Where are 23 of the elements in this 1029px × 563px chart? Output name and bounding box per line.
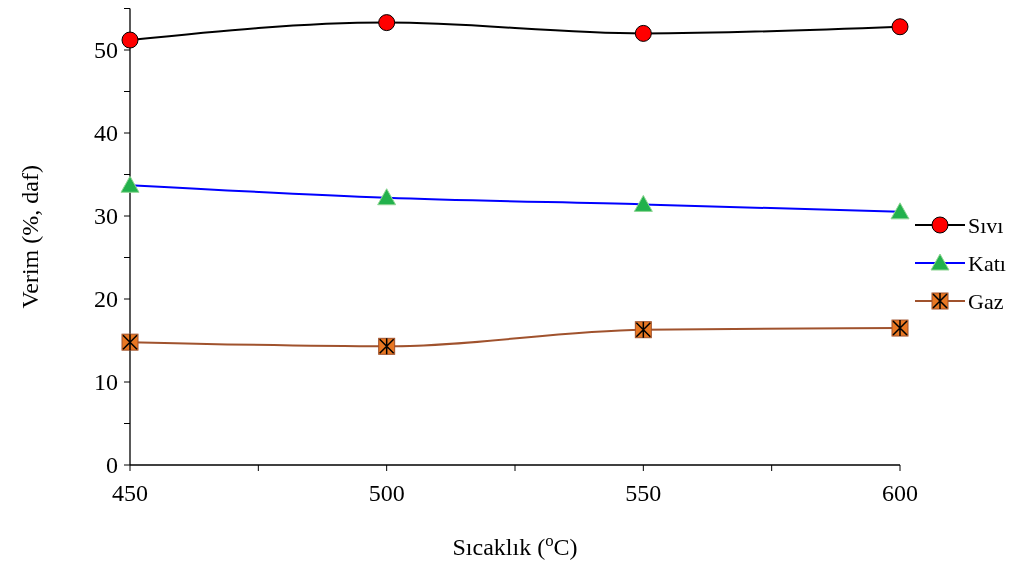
y-tick-label: 10 (94, 369, 118, 396)
legend-label: Gaz (968, 288, 1004, 314)
y-tick-label: 50 (94, 37, 118, 64)
point (121, 31, 139, 49)
legend-label: Sıvı (968, 212, 1004, 238)
point (634, 24, 652, 42)
x-tick-label: 600 (882, 480, 918, 506)
x-tick-label: 500 (368, 480, 405, 506)
x-tick-label: 450 (112, 480, 148, 506)
y-tick-label: 40 (94, 120, 118, 147)
y-axis-title: Verim (%, daf) (17, 165, 43, 309)
point (120, 175, 140, 193)
y-tick-label: 30 (94, 203, 118, 230)
y-tick-label: 20 (94, 286, 118, 313)
legend-label: Katı (968, 250, 1006, 276)
y-tick-label: 0 (106, 452, 118, 479)
x-axis-title: Sıcaklık ($^{o}$C) (452, 530, 578, 560)
point (377, 188, 397, 206)
point (890, 202, 910, 220)
x-tick-label: 550 (625, 480, 662, 506)
point (633, 194, 653, 212)
point (891, 18, 909, 36)
point (378, 14, 396, 32)
